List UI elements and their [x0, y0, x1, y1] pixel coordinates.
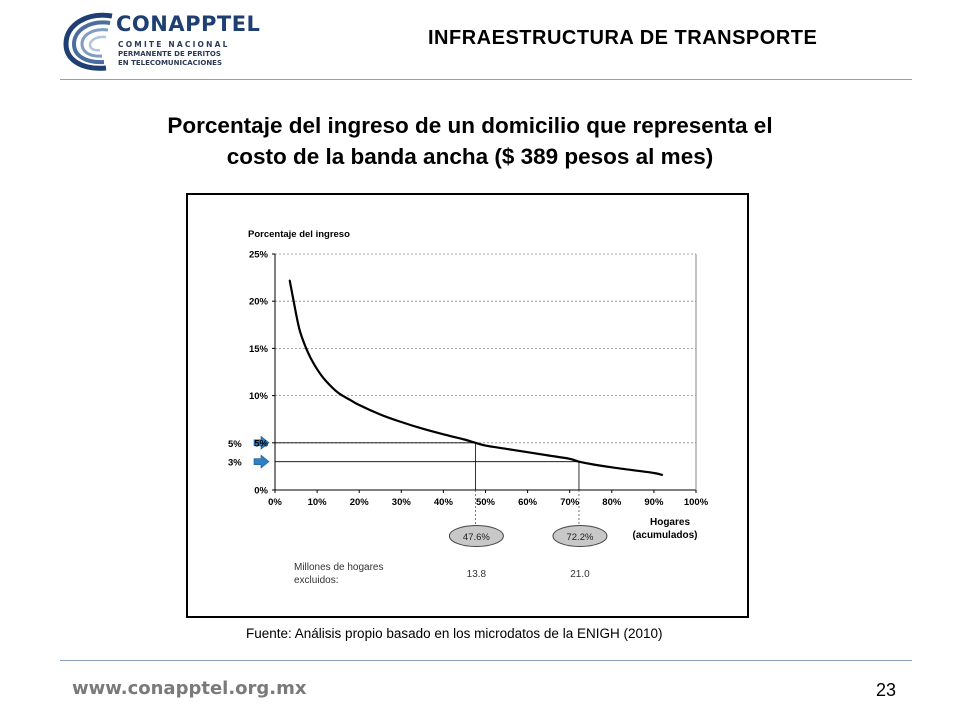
callout-value: 13.8	[467, 569, 487, 580]
reference-line-label: 5%	[228, 439, 242, 450]
axes	[274, 254, 697, 491]
series-point	[568, 457, 571, 460]
tick-labels: 0% 5% 10% 15% 20% 25% 0% 10% 20% 30% 40% 50% 60% 70% 8…	[249, 250, 709, 509]
excluded-label-line-1: Millones de hogares	[294, 562, 384, 573]
website-link[interactable]: www.conapptel.org.mx	[72, 678, 307, 699]
series-point	[653, 472, 655, 474]
series-point	[421, 427, 424, 430]
logo-subtitle-3: EN TELECOMUNICACIONES	[118, 59, 223, 67]
callout-percent: 47.6%	[463, 532, 490, 543]
income-share-chart: 5% 3% 0% 5% 10% 15% 20% 25% 0% 10% 20% 30% 40% 50% 60…	[228, 229, 709, 586]
callout-badge	[448, 525, 504, 547]
section-title: INFRAESTRUCTURA DE TRANSPORTE	[428, 27, 818, 49]
conapptel-logo-mark-icon	[63, 12, 113, 71]
conapptel-logo: CONAPPTEL COMITE NACIONAL PERMANENTE DE …	[62, 10, 262, 76]
y-axis-label: Porcentaje del ingreso	[248, 229, 350, 240]
logo-brand: CONAPPTEL	[116, 12, 261, 36]
series-point	[484, 444, 487, 447]
slide-title-line-1: Porcentaje del ingreso de un domicilio q…	[167, 113, 773, 138]
x-axis-label-line-2: (acumulados)	[632, 530, 697, 541]
series-point	[379, 413, 382, 416]
series-point	[578, 460, 580, 463]
excluded-label-line-2: excluidos:	[294, 575, 338, 586]
x-tick-label: 60%	[518, 497, 538, 508]
series-point	[631, 469, 634, 472]
callout-value: 21.0	[570, 569, 590, 580]
y-tick-label: 10%	[249, 391, 269, 402]
header-divider	[60, 79, 912, 80]
chart-frame: 5% 3% 0% 5% 10% 15% 20% 25% 0% 10% 20% 30% 40% 50% 60…	[186, 193, 749, 618]
y-tick-label: 5%	[254, 438, 268, 449]
series-point	[299, 331, 302, 334]
callout-badge	[552, 525, 608, 547]
slide-title: Porcentaje del ingreso de un domicilio q…	[80, 110, 860, 172]
callouts: 47.6% 13.8 72.2% 21.0	[448, 525, 608, 580]
footer-divider	[60, 660, 912, 661]
y-tick-label: 25%	[249, 250, 269, 261]
x-tick-label: 90%	[644, 497, 664, 508]
series-point	[505, 448, 508, 450]
x-tick-label: 100%	[684, 497, 709, 508]
x-axis-label-line-1: Hogares	[650, 517, 690, 528]
series-point	[324, 379, 327, 382]
series-point	[307, 353, 310, 355]
series-point	[316, 368, 318, 371]
series-point	[349, 399, 352, 402]
series-point	[358, 404, 361, 406]
series-point	[463, 438, 466, 441]
x-tick-label: 50%	[476, 497, 496, 508]
series-line	[288, 280, 663, 476]
y-tick-label: 0%	[254, 486, 268, 497]
series-point	[400, 421, 403, 423]
series-point	[288, 279, 291, 282]
x-tick-label: 80%	[602, 497, 622, 508]
series-point	[442, 433, 445, 436]
x-tick-label: 10%	[308, 497, 328, 508]
series-point	[337, 391, 340, 394]
page-number: 23	[876, 680, 897, 700]
reference-line-label: 3%	[228, 458, 242, 469]
series-point	[589, 463, 592, 465]
logo-subtitle-2: PERMANENTE DE PERITOS	[118, 50, 221, 58]
x-tick-label: 70%	[560, 497, 580, 508]
series-point	[610, 466, 613, 469]
slide-title-line-2: costo de la banda ancha ($ 389 pesos al …	[226, 144, 714, 169]
series-point	[526, 451, 529, 454]
y-tick-label: 15%	[249, 344, 269, 355]
x-tick-label: 40%	[434, 497, 454, 508]
reference-lines: 5% 3%	[228, 435, 580, 526]
logo-subtitle-1: COMITE NACIONAL	[118, 40, 230, 49]
series-point	[547, 454, 550, 457]
blue-arrow-icon	[253, 454, 270, 469]
x-tick-label: 30%	[392, 497, 412, 508]
callout-percent: 72.2%	[566, 532, 593, 543]
x-tick-label: 0%	[268, 497, 282, 508]
series-point	[474, 441, 477, 444]
y-tick-label: 20%	[249, 297, 269, 308]
source-note: Fuente: Análisis propio basado en los mi…	[246, 626, 663, 641]
blue-arrow-icon	[253, 435, 270, 450]
grid-lines	[275, 253, 696, 444]
x-tick-label: 20%	[350, 497, 370, 508]
series-point	[295, 312, 297, 315]
series-point	[661, 474, 664, 476]
series-points	[288, 279, 664, 476]
